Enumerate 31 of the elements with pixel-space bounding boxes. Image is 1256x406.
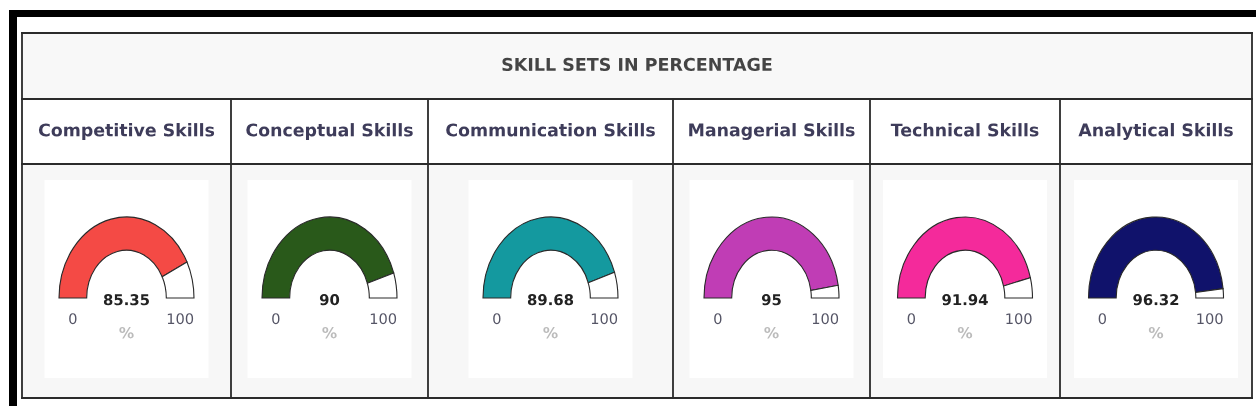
- text: %: [1148, 326, 1164, 339]
- text: 89.68: [527, 294, 574, 306]
- text: 95: [761, 294, 781, 306]
- text: 0: [714, 313, 722, 325]
- chart-title: Communication Skills: [446, 123, 655, 137]
- chart-title: Conceptual Skills: [246, 123, 413, 140]
- text: 91.94: [942, 294, 988, 306]
- text: 0: [272, 313, 280, 325]
- text: 100: [370, 313, 397, 325]
- text: 100: [591, 313, 618, 325]
- text: 0: [907, 313, 916, 325]
- text: %: [119, 326, 134, 339]
- chart-title: Competitive Skills: [38, 123, 215, 140]
- text: 96.32: [1133, 294, 1179, 306]
- chart-title: Analytical Skills: [1078, 123, 1233, 140]
- text: %: [764, 326, 779, 339]
- text: %: [543, 326, 558, 339]
- text: 100: [812, 313, 839, 325]
- text: 0: [1098, 313, 1107, 325]
- text: 0: [493, 313, 501, 325]
- text: %: [957, 326, 973, 339]
- text: 90: [319, 294, 340, 306]
- chart-title: Technical Skills: [890, 123, 1039, 137]
- text: 85.35: [103, 294, 149, 306]
- text: %: [322, 326, 337, 339]
- chart-title: Managerial Skills: [689, 123, 855, 140]
- text: 100: [167, 313, 194, 325]
- text: 100: [1197, 313, 1223, 325]
- text: SKILL SETS IN PERCENTAGE: [502, 57, 772, 72]
- text: 0: [69, 313, 77, 325]
- text: 100: [1006, 313, 1032, 325]
